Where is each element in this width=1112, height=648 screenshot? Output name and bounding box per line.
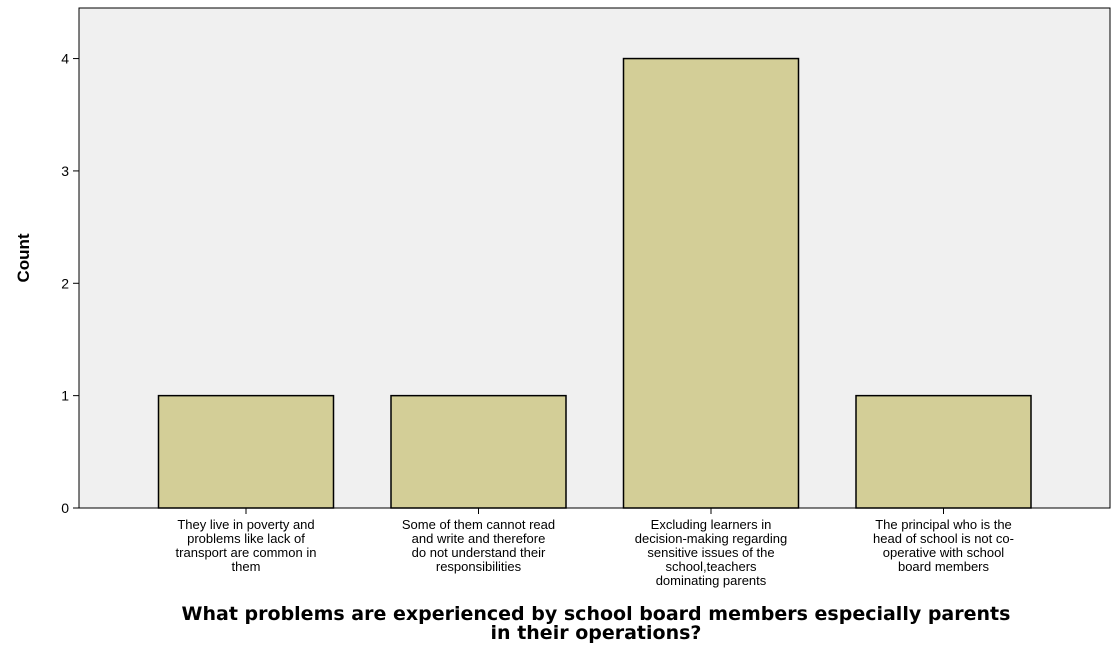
x-tick-label-line: them	[232, 559, 261, 574]
bar-4	[855, 394, 1032, 509]
y-tick-label: 4	[61, 51, 69, 67]
x-tick-label-line: responsibilities	[436, 559, 522, 574]
y-tick-label: 2	[61, 275, 69, 291]
x-tick-label: Some of them cannot read and write and th…	[402, 517, 555, 574]
x-tick-label-line: dominating parents	[656, 573, 767, 588]
x-axis-label-line: in their operations?	[491, 622, 702, 643]
x-tick-label-line: sensitive issues of the	[647, 545, 774, 560]
x-tick-label-line: problems like lack of	[187, 531, 305, 546]
x-tick-label: Excluding learners in decision-making reg…	[635, 517, 787, 588]
y-axis: 0 1 2 3 4	[61, 51, 79, 516]
x-tick-label-line: head of school is not co-	[873, 531, 1014, 546]
x-tick-label-line: board members	[898, 559, 990, 574]
bar-1	[157, 394, 335, 509]
x-tick-label: They live in poverty and problems like la…	[176, 517, 317, 574]
x-tick-label-line: Some of them cannot read	[402, 517, 555, 532]
x-tick-label-line: operative with school	[883, 545, 1005, 560]
bar-2	[390, 394, 567, 509]
x-tick-label-line: They live in poverty and	[177, 517, 314, 532]
x-axis-label-line: What problems are experienced by school …	[182, 603, 1011, 625]
x-tick-label-line: decision-making regarding	[635, 531, 787, 546]
x-tick-label: The principal who is the head of school i…	[873, 517, 1014, 574]
y-tick-label: 3	[61, 163, 69, 179]
x-tick-label-line: transport are common in	[176, 545, 317, 560]
x-axis-label: What problems are experienced by school …	[182, 603, 1011, 644]
y-tick-label: 0	[61, 500, 69, 516]
x-tick-label-line: school,teachers	[665, 559, 757, 574]
bar-3	[622, 57, 800, 509]
x-tick-label-line: do not understand their	[412, 545, 546, 560]
bars	[157, 57, 1032, 509]
x-tick-label-line: Excluding learners in	[651, 517, 772, 532]
x-tick-label-line: The principal who is the	[875, 517, 1012, 532]
x-tick-label-line: and write and therefore	[412, 531, 546, 546]
x-axis: They live in poverty and problems like la…	[176, 508, 1014, 588]
y-tick-label: 1	[61, 388, 69, 404]
y-axis-label: Count	[14, 233, 33, 282]
